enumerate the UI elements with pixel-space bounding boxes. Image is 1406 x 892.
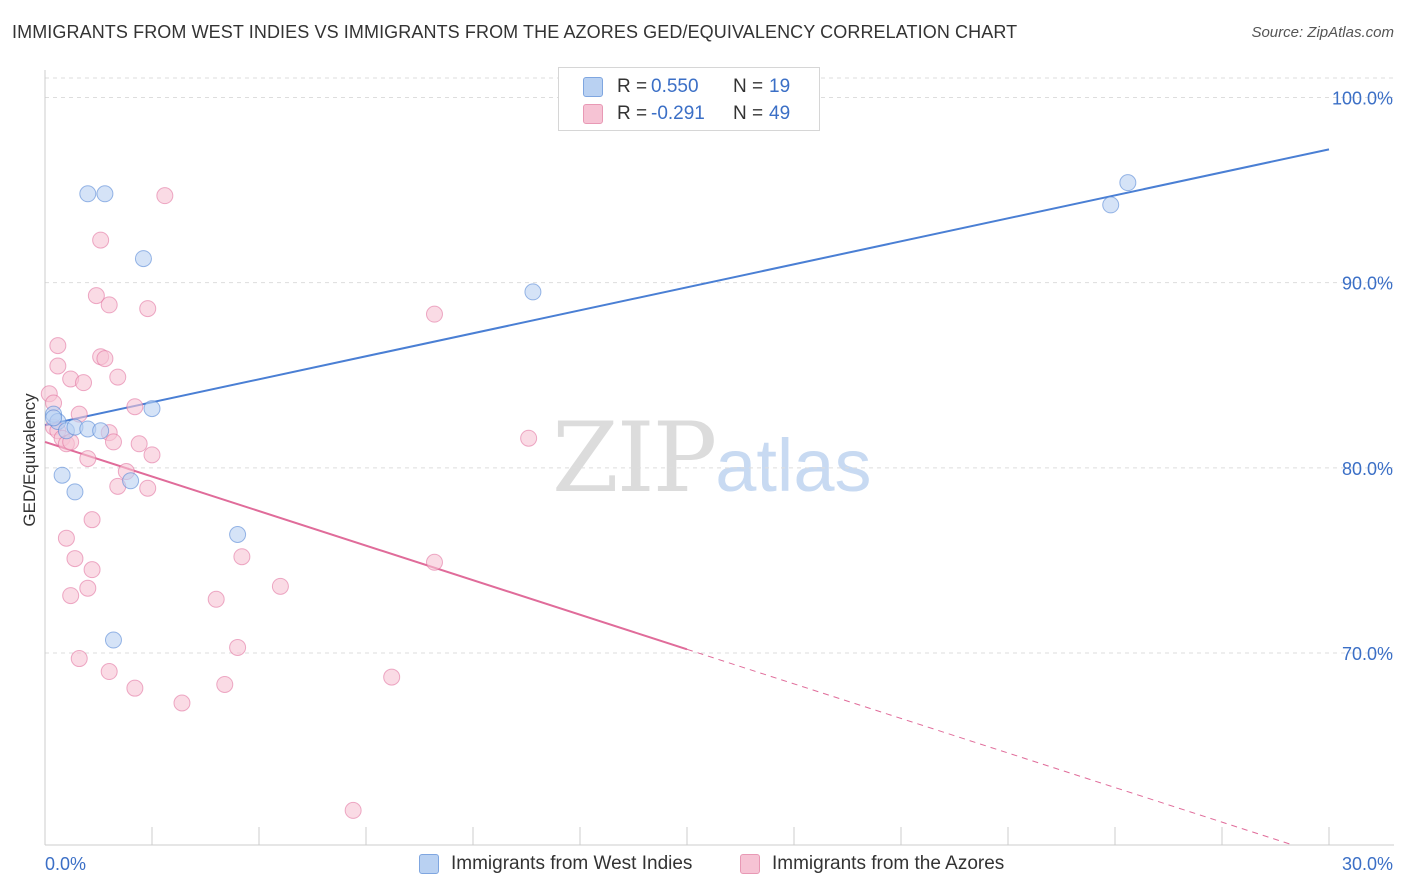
legend-r-label: R =	[617, 76, 648, 97]
watermark-zip: ZIP	[552, 402, 717, 514]
legend-n-label: N =	[733, 103, 764, 124]
legend-label-west-indies: Immigrants from West Indies	[451, 853, 693, 874]
data-point-azores	[126, 679, 144, 697]
grid-lines	[45, 77, 1394, 654]
data-point-west-indies	[53, 466, 71, 484]
y-tick-label: 100.0%	[1332, 89, 1393, 109]
data-point-azores	[344, 801, 362, 819]
data-point-azores	[229, 638, 247, 656]
data-point-azores	[75, 374, 93, 392]
data-point-west-indies	[524, 283, 542, 301]
data-point-azores	[83, 561, 101, 579]
axes	[44, 70, 1394, 846]
data-point-azores	[156, 187, 174, 205]
data-point-west-indies	[143, 400, 161, 418]
data-point-azores	[130, 435, 148, 453]
legend-r-value: -0.291	[651, 103, 705, 124]
legend-r-value: 0.550	[651, 76, 699, 97]
data-point-azores	[216, 675, 234, 693]
legend-label-azores: Immigrants from the Azores	[772, 853, 1005, 874]
y-tick-label: 70.0%	[1342, 644, 1393, 664]
data-point-azores	[100, 296, 118, 314]
data-point-azores	[104, 433, 122, 451]
y-axis-label: GED/Equivalency	[20, 393, 39, 527]
tick-labels: 70.0% 80.0% 90.0% 100.0% 0.0% 30.0%	[45, 89, 1393, 875]
data-point-azores	[207, 590, 225, 608]
data-point-azores	[79, 579, 97, 597]
data-point-azores	[109, 368, 127, 386]
data-point-azores	[79, 450, 97, 468]
data-point-azores	[143, 446, 161, 464]
data-point-azores	[233, 548, 251, 566]
data-point-west-indies	[79, 185, 97, 203]
correlation-legend: R = 0.550 N = 19 R = -0.291 N = 49	[558, 67, 820, 131]
watermark-atlas: atlas	[715, 424, 872, 507]
chart-title: IMMIGRANTS FROM WEST INDIES VS IMMIGRANT…	[12, 22, 1018, 42]
legend-item-azores: Immigrants from the Azores	[740, 851, 1004, 877]
data-point-azores	[49, 357, 67, 375]
data-points	[40, 174, 1137, 819]
legend-n-value: 19	[769, 76, 791, 97]
data-point-west-indies	[104, 631, 122, 649]
legend-row-west-indies: R = 0.550 N = 19	[583, 75, 790, 99]
trend-lines	[44, 148, 1330, 846]
source-credit: Source: ZipAtlas.com	[1251, 24, 1394, 41]
data-point-azores	[139, 479, 157, 497]
data-point-azores	[139, 300, 157, 318]
data-point-west-indies	[92, 422, 110, 440]
watermark: ZIPatlas	[552, 402, 872, 514]
legend-item-west-indies: Immigrants from West Indies	[419, 851, 692, 877]
data-point-west-indies	[122, 472, 140, 490]
trend-line-dashed-1	[686, 648, 1293, 846]
x-tick-label-min: 0.0%	[45, 854, 86, 874]
data-point-west-indies	[66, 483, 84, 501]
data-point-west-indies	[45, 409, 63, 427]
legend-swatch-blue	[583, 77, 603, 97]
data-point-azores	[62, 587, 80, 605]
data-point-azores	[520, 429, 538, 447]
data-point-azores	[126, 398, 144, 416]
trend-line-solid-1	[44, 440, 688, 651]
data-point-west-indies	[229, 525, 247, 543]
data-point-azores	[70, 650, 88, 668]
data-point-azores	[173, 694, 191, 712]
legend-n-label: N =	[733, 76, 764, 97]
data-point-azores	[100, 663, 118, 681]
data-point-azores	[49, 337, 67, 355]
data-point-west-indies	[134, 250, 152, 268]
legend-n-value: 49	[769, 103, 791, 124]
data-point-west-indies	[1119, 174, 1137, 192]
data-point-azores	[271, 577, 289, 595]
data-point-azores	[425, 305, 443, 323]
y-tick-label: 80.0%	[1342, 459, 1393, 479]
y-tick-label: 90.0%	[1342, 274, 1393, 294]
data-point-west-indies	[96, 185, 114, 203]
data-point-west-indies	[1102, 196, 1120, 214]
trend-line-0	[44, 148, 1330, 427]
legend-r-label: R =	[617, 103, 648, 124]
x-tick-label-max: 30.0%	[1342, 854, 1393, 874]
data-point-azores	[96, 350, 114, 368]
legend-row-azores: R = -0.291 N = 49	[583, 102, 790, 126]
data-point-azores	[383, 668, 401, 686]
data-point-azores	[425, 553, 443, 571]
data-point-azores	[66, 550, 84, 568]
legend-swatch-blue	[419, 854, 439, 874]
data-point-azores	[83, 511, 101, 529]
data-point-azores	[92, 231, 110, 249]
legend-swatch-pink	[583, 104, 603, 124]
data-point-azores	[87, 287, 105, 305]
legend-swatch-pink	[740, 854, 760, 874]
data-point-azores	[57, 529, 75, 547]
